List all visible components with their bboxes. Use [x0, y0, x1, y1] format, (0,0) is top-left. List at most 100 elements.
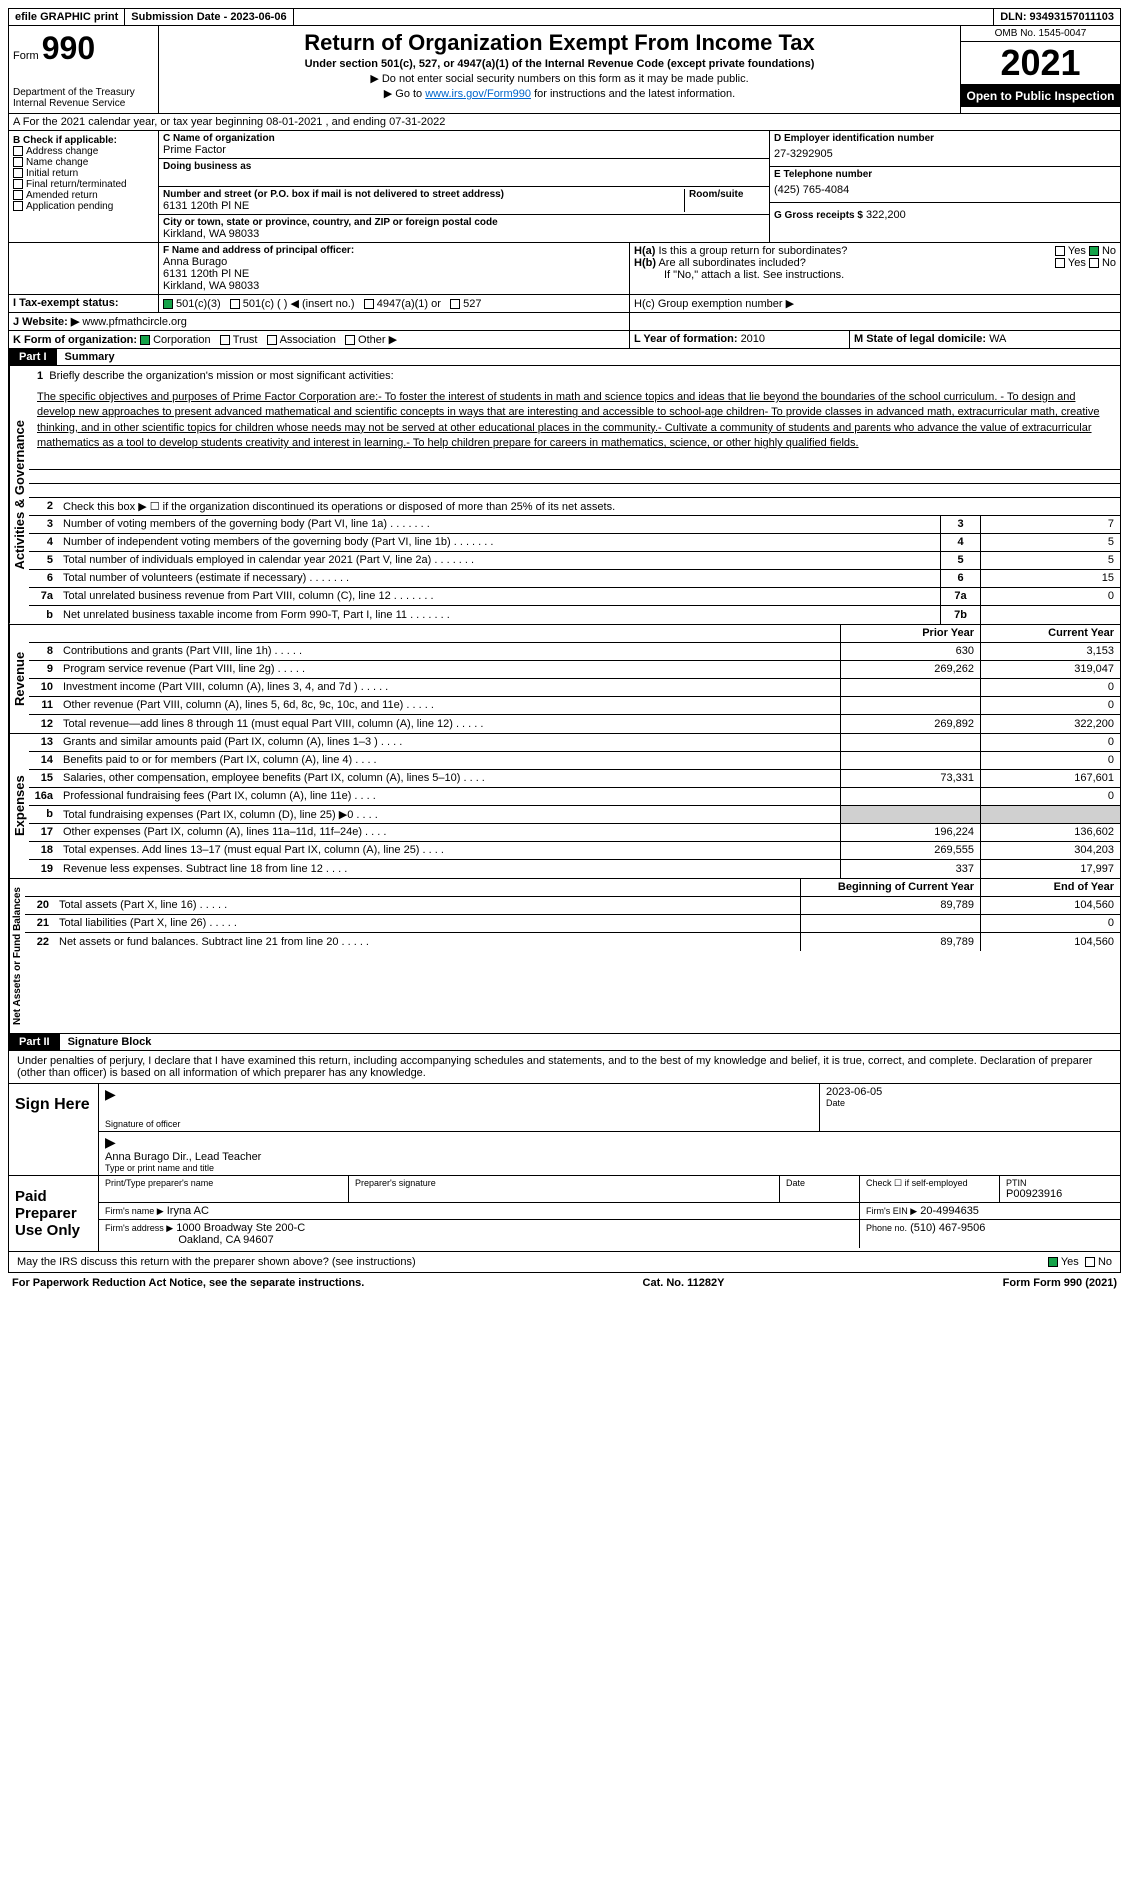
- subtitle-2: ▶ Do not enter social security numbers o…: [163, 72, 956, 85]
- year-formation: 2010: [741, 333, 765, 345]
- dln: DLN: 93493157011103: [993, 9, 1120, 25]
- exp-line: 18 Total expenses. Add lines 13–17 (must…: [29, 842, 1120, 860]
- rev-line: 9 Program service revenue (Part VIII, li…: [29, 661, 1120, 679]
- irs-link[interactable]: www.irs.gov/Form990: [425, 88, 531, 100]
- exp-line: 16a Professional fundraising fees (Part …: [29, 788, 1120, 806]
- tax-year: 2021: [961, 42, 1120, 85]
- prior-year-header: Prior Year: [840, 625, 980, 642]
- gross-value: 322,200: [866, 209, 906, 221]
- revenue-label: Revenue: [9, 625, 29, 733]
- paid-prep-label: Paid Preparer Use Only: [9, 1176, 99, 1251]
- rev-line: 10 Investment income (Part VIII, column …: [29, 679, 1120, 697]
- sign-here: Sign Here: [9, 1084, 99, 1175]
- firm-phone: (510) 467-9506: [910, 1222, 985, 1234]
- sig-officer-label: Signature of officer: [105, 1119, 813, 1129]
- firm-ein: 20-4994635: [920, 1205, 979, 1217]
- tax-status-row: I Tax-exempt status: 501(c)(3) 501(c) ( …: [8, 295, 1121, 313]
- mission-text: The specific objectives and purposes of …: [29, 386, 1120, 456]
- hb: H(b) Are all subordinates included? Yes …: [634, 257, 1116, 269]
- firm-addr2: Oakland, CA 94607: [178, 1234, 273, 1246]
- form-prefix: Form: [13, 50, 39, 62]
- street: 6131 120th Pl NE: [163, 200, 680, 212]
- part2-header: Part II Signature Block: [8, 1034, 1121, 1051]
- exp-line: 17 Other expenses (Part IX, column (A), …: [29, 824, 1120, 842]
- exp-line: b Total fundraising expenses (Part IX, c…: [29, 806, 1120, 824]
- line-2: Check this box ▶ ☐ if the organization d…: [59, 498, 1120, 515]
- discuss-no: No: [1098, 1256, 1112, 1268]
- section-b-label: B Check if applicable:: [13, 135, 154, 146]
- net-line: 20 Total assets (Part X, line 16) . . . …: [25, 897, 1120, 915]
- mission-label: Briefly describe the organization's miss…: [49, 370, 393, 382]
- gov-line: 6 Total number of volunteers (estimate i…: [29, 570, 1120, 588]
- efile-label: efile GRAPHIC print: [9, 9, 125, 25]
- section-a: A For the 2021 calendar year, or tax yea…: [8, 114, 1121, 131]
- cb-address: Address change: [13, 146, 154, 157]
- form-ref: Form Form 990 (2021): [1003, 1277, 1117, 1289]
- phone: (425) 765-4084: [774, 180, 1116, 200]
- domicile-label: M State of legal domicile:: [854, 333, 989, 345]
- netassets-label: Net Assets or Fund Balances: [9, 879, 25, 1033]
- date-label: Date: [826, 1098, 1114, 1108]
- officer-addr2: Kirkland, WA 98033: [163, 280, 625, 292]
- sig-date: 2023-06-05: [826, 1086, 1114, 1098]
- cb-amended: Amended return: [13, 190, 154, 201]
- officer-label: F Name and address of principal officer:: [163, 245, 625, 256]
- subtitle-3: ▶ Go to www.irs.gov/Form990 for instruct…: [163, 87, 956, 100]
- beg-year-header: Beginning of Current Year: [800, 879, 980, 896]
- exp-line: 19 Revenue less expenses. Subtract line …: [29, 860, 1120, 878]
- rev-line: 11 Other revenue (Part VIII, column (A),…: [29, 697, 1120, 715]
- opt-trust: Trust: [233, 334, 258, 346]
- firm-name-label: Firm's name ▶: [105, 1206, 164, 1216]
- firm-addr1: 1000 Broadway Ste 200-C: [176, 1222, 305, 1234]
- governance-section: Activities & Governance 1 Briefly descri…: [8, 366, 1121, 625]
- discuss-row: May the IRS discuss this return with the…: [9, 1252, 1120, 1272]
- gov-line: b Net unrelated business taxable income …: [29, 606, 1120, 624]
- rev-line: 12 Total revenue—add lines 8 through 11 …: [29, 715, 1120, 733]
- entity-grid: B Check if applicable: Address change Na…: [8, 131, 1121, 243]
- subtitle-1: Under section 501(c), 527, or 4947(a)(1)…: [163, 58, 956, 70]
- part1-title: Summary: [57, 351, 115, 363]
- netassets-section: Net Assets or Fund Balances Beginning of…: [8, 879, 1121, 1034]
- prep-sig-label: Preparer's signature: [355, 1178, 773, 1188]
- officer-sig-name: Anna Burago Dir., Lead Teacher: [105, 1151, 1114, 1163]
- gross-label: G Gross receipts $: [774, 210, 863, 221]
- opt-other: Other ▶: [358, 334, 397, 346]
- top-bar: efile GRAPHIC print Submission Date - 20…: [8, 8, 1121, 26]
- penalty-text: Under penalties of perjury, I declare th…: [9, 1051, 1120, 1084]
- gov-line: 3 Number of voting members of the govern…: [29, 516, 1120, 534]
- part2-label: Part II: [9, 1034, 60, 1050]
- form-header: Form 990 Department of the Treasury Inte…: [8, 26, 1121, 114]
- year-formation-label: L Year of formation:: [634, 333, 741, 345]
- firm-name: Iryna AC: [167, 1205, 209, 1217]
- opt-527: 527: [463, 298, 481, 310]
- opt-corp: Corporation: [153, 334, 210, 346]
- org-name: Prime Factor: [163, 144, 765, 156]
- omb-number: OMB No. 1545-0047: [961, 26, 1120, 42]
- exp-line: 15 Salaries, other compensation, employe…: [29, 770, 1120, 788]
- website-value: www.pfmathcircle.org: [82, 316, 187, 328]
- governance-label: Activities & Governance: [9, 366, 29, 624]
- firm-addr-label: Firm's address ▶: [105, 1223, 173, 1233]
- discuss-text: May the IRS discuss this return with the…: [17, 1256, 416, 1268]
- city: Kirkland, WA 98033: [163, 228, 765, 240]
- goto-pre: ▶ Go to: [384, 88, 425, 100]
- ein: 27-3292905: [774, 144, 1116, 164]
- cb-pending: Application pending: [13, 201, 154, 212]
- phone-label: E Telephone number: [774, 169, 1116, 180]
- revenue-section: Revenue Prior Year Current Year 8 Contri…: [8, 625, 1121, 734]
- room-label: Room/suite: [689, 189, 765, 200]
- exp-line: 14 Benefits paid to or for members (Part…: [29, 752, 1120, 770]
- city-label: City or town, state or province, country…: [163, 217, 765, 228]
- officer-name: Anna Burago: [163, 256, 625, 268]
- hb-note: If "No," attach a list. See instructions…: [634, 269, 1116, 281]
- rev-line: 8 Contributions and grants (Part VIII, l…: [29, 643, 1120, 661]
- net-line: 22 Net assets or fund balances. Subtract…: [25, 933, 1120, 951]
- expenses-section: Expenses 13 Grants and similar amounts p…: [8, 734, 1121, 879]
- website-row: J Website: ▶ www.pfmathcircle.org: [8, 313, 1121, 331]
- street-label: Number and street (or P.O. box if mail i…: [163, 189, 680, 200]
- expenses-label: Expenses: [9, 734, 29, 878]
- firm-phone-label: Phone no.: [866, 1223, 907, 1233]
- type-name-label: Type or print name and title: [105, 1163, 1114, 1173]
- opt-501c: 501(c) ( ) ◀ (insert no.): [243, 298, 355, 310]
- form-org-label: K Form of organization:: [13, 334, 137, 346]
